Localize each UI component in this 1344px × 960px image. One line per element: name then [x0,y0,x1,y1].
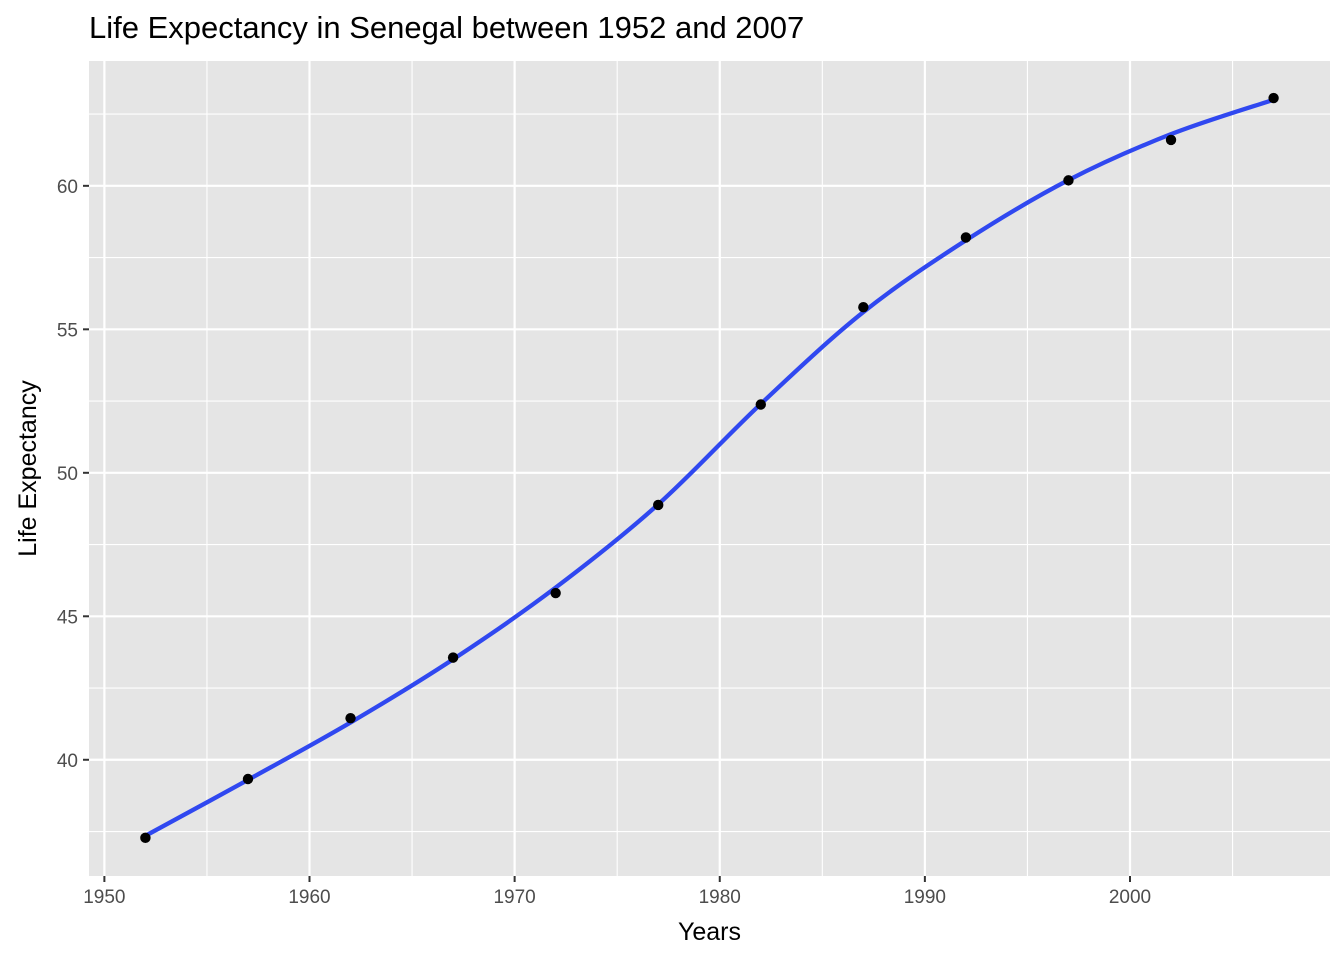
data-point [755,399,766,410]
minor-gridlines [89,61,1330,876]
points-layer [140,92,1279,844]
data-point [1165,134,1177,146]
x-tick-label: 1990 [904,887,946,908]
y-axis-label: Life Expectancy [14,380,42,557]
data-point [653,499,664,511]
data-point [960,232,972,243]
data-point [550,587,561,599]
data-point [1063,175,1074,186]
data-point [1268,92,1279,104]
x-tick-label: 2000 [1109,887,1151,908]
panel-background [89,61,1330,876]
major-gridlines [89,61,1330,876]
y-tick-label: 45 [57,607,78,628]
y-tick-label: 60 [57,177,78,198]
y-tick-label: 50 [57,464,78,485]
x-tick-label: 1950 [83,887,125,908]
x-axis-label: Years [678,918,741,946]
data-point [447,652,459,663]
y-tick-label: 55 [57,320,78,341]
data-point [242,773,254,785]
x-tick-label: 1960 [288,887,330,908]
data-point [858,302,869,313]
x-axis: 1950 1960 1970 1980 1990 2000 [83,876,1151,908]
x-tick-label: 1970 [493,887,535,908]
data-point [345,712,356,724]
y-axis: 40 45 50 55 60 [57,177,89,772]
x-tick-label: 1980 [699,887,741,908]
data-point [140,832,151,844]
chart-title: Life Expectancy in Senegal between 1952 … [89,10,805,45]
y-tick-label: 40 [57,751,78,772]
